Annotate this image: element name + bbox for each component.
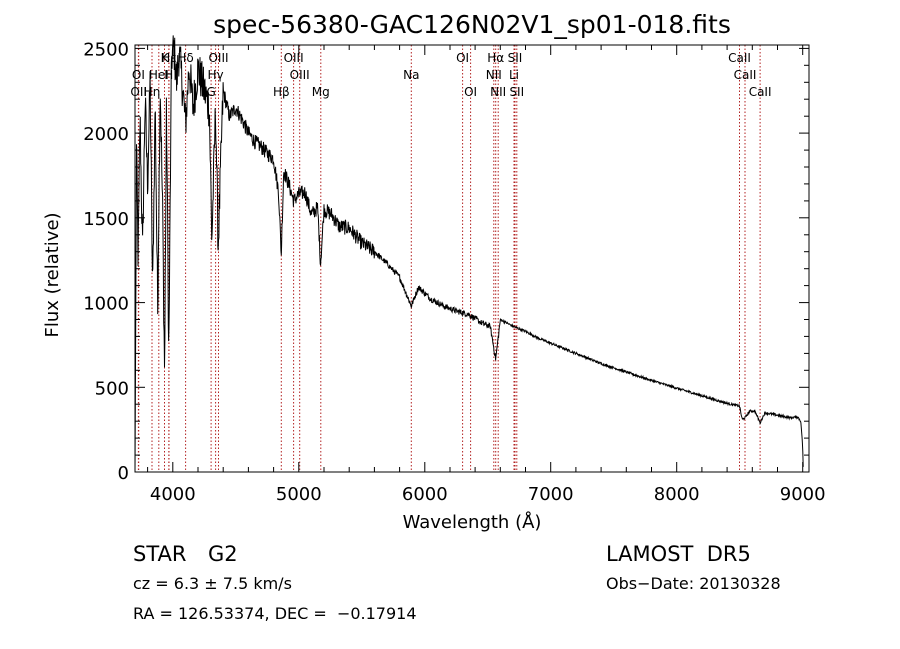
line-label-22: Mg	[312, 85, 330, 99]
y-tick-label: 1000	[83, 294, 129, 315]
y-tick-label: 0	[118, 463, 129, 484]
y-tick-label: 500	[95, 378, 129, 399]
spectrum-series-line	[134, 35, 804, 473]
chart-title: spec-56380-GAC126N02V1_sp01-018.fits	[213, 10, 731, 39]
line-label-4: OIII	[284, 51, 304, 65]
y-axis-label: Flux (relative)	[42, 212, 63, 337]
line-label-24: NII	[490, 85, 506, 99]
line-label-25: SII	[509, 85, 524, 99]
line-label-13: OIII	[290, 68, 310, 82]
y-tick-label: 2000	[83, 124, 129, 145]
y-tick-label: 2500	[83, 39, 129, 60]
object-subclass: G2	[208, 542, 238, 566]
line-label-10: HeI	[149, 68, 169, 82]
line-label-26: CaII	[749, 85, 772, 99]
line-label-15: NII	[486, 68, 502, 82]
object-class: STAR	[133, 542, 187, 566]
observation-date: Obs−Date: 20130328	[606, 574, 781, 593]
line-label-14: Na	[403, 68, 419, 82]
x-tick-label: 7000	[528, 484, 574, 505]
line-label-3: OIII	[208, 51, 228, 65]
x-tick-label: 5000	[276, 484, 322, 505]
line-label-8: CaII	[728, 51, 751, 65]
line-label-11: H	[164, 68, 173, 82]
line-label-5: OI	[456, 51, 469, 65]
line-label-17: CaII	[734, 68, 757, 82]
plot-frame	[134, 44, 810, 473]
line-label-23: OI	[464, 85, 477, 99]
line-label-6: Hα	[487, 51, 504, 65]
axis-ticks: 4000 5000 6000 7000 8000 9000 0 500 1000 1500 2000…	[83, 39, 825, 505]
x-tick-label: 9000	[780, 484, 826, 505]
line-label-1: K	[161, 51, 170, 65]
x-tick-label: 6000	[402, 484, 448, 505]
line-label-9: OI	[132, 68, 145, 82]
redshift-cz: cz = 6.3 ± 7.5 km/s	[133, 574, 292, 593]
x-tick-label: 4000	[150, 484, 196, 505]
line-label-19: Hη	[144, 85, 161, 99]
line-label-20: G	[206, 85, 215, 99]
survey-name: LAMOST DR5	[606, 542, 751, 566]
line-label-16: Li	[509, 68, 519, 82]
x-axis-label: Wavelength (Å)	[403, 511, 542, 533]
line-label-7: SII	[508, 51, 523, 65]
y-tick-label: 1500	[83, 209, 129, 230]
ra-dec-coordinates: RA = 126.53374, DEC = −0.17914	[133, 604, 417, 623]
line-label-21: Hβ	[273, 85, 290, 99]
x-tick-label: 8000	[654, 484, 700, 505]
line-label-12: Hγ	[208, 68, 224, 82]
